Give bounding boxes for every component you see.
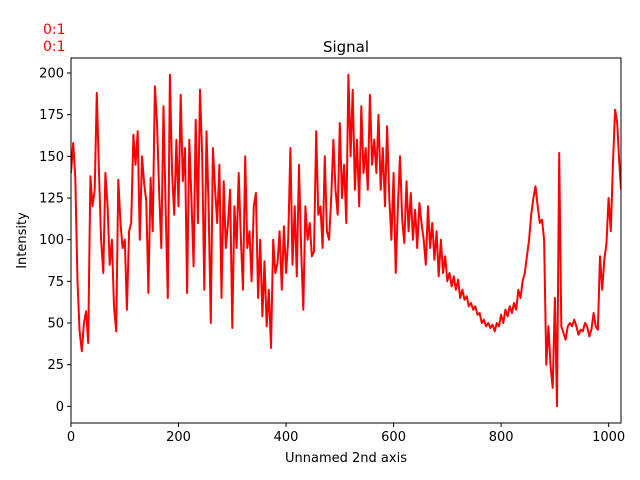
y-tick-label: 175 bbox=[39, 108, 64, 123]
x-tick-label: 1000 bbox=[592, 430, 625, 445]
chart-marks bbox=[71, 73, 621, 408]
y-tick-label: 125 bbox=[39, 192, 64, 207]
corner-label-bottom: 0:1 bbox=[43, 39, 66, 55]
y-tick-label: 25 bbox=[47, 358, 64, 373]
chart-title: Signal bbox=[323, 38, 369, 56]
y-tick-label: 100 bbox=[39, 233, 64, 248]
y-tick-label: 50 bbox=[47, 317, 64, 332]
x-tick-label: 200 bbox=[166, 430, 191, 445]
y-tick-label: 150 bbox=[39, 150, 64, 165]
x-tick-label: 0 bbox=[67, 430, 75, 445]
y-tick-label: 75 bbox=[47, 275, 64, 290]
y-tick-label: 0 bbox=[56, 400, 64, 415]
y-tick-label: 200 bbox=[39, 67, 64, 82]
x-tick-label: 400 bbox=[274, 430, 299, 445]
corner-label-top: 0:1 bbox=[43, 22, 66, 38]
x-axis-label: Unnamed 2nd axis bbox=[285, 451, 407, 466]
chart-axes: 0 200 400 600 800 1000 0 25 50 75 100 125 150 175 200 bbox=[39, 57, 625, 445]
x-tick-label: 600 bbox=[381, 430, 406, 445]
y-axis-label: Intensity bbox=[15, 212, 30, 269]
x-tick-label: 800 bbox=[489, 430, 514, 445]
plot-frame bbox=[70, 57, 622, 424]
series-line-0 bbox=[71, 73, 621, 408]
